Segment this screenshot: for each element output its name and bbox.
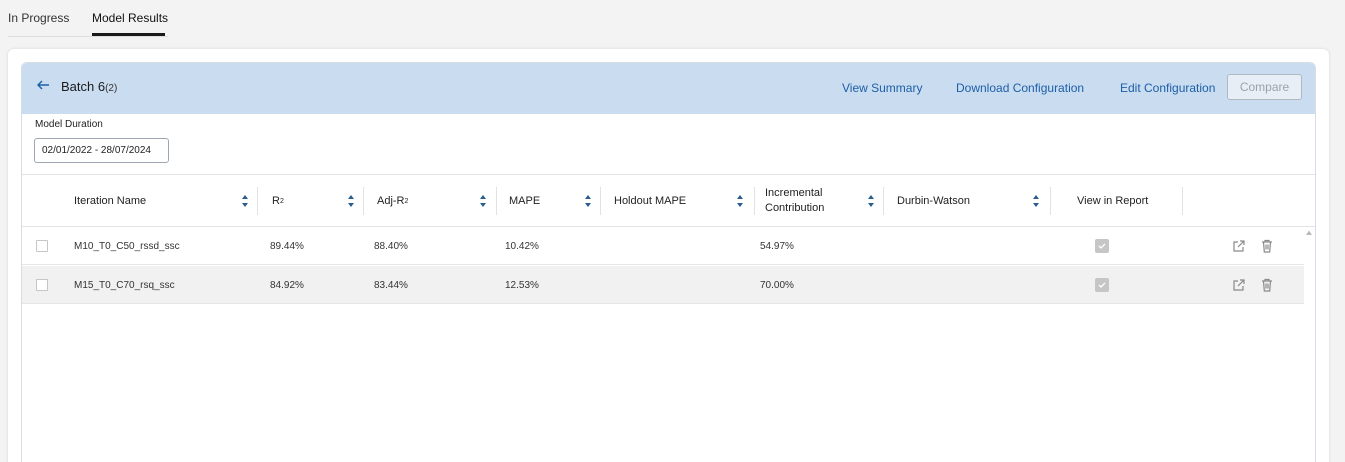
iteration-name-cell: M10_T0_C50_rssd_ssc <box>74 240 180 252</box>
mape-cell: 10.42% <box>505 240 539 252</box>
column-divider <box>883 187 884 215</box>
column-divider <box>600 187 601 215</box>
column-divider <box>754 187 755 215</box>
sort-icon[interactable] <box>584 194 592 208</box>
incremental-cell: 70.00% <box>760 279 794 291</box>
adj-r2-superscript: 2 <box>404 197 409 205</box>
arrow-left-icon[interactable] <box>34 77 52 95</box>
sort-icon[interactable] <box>241 194 249 208</box>
row-checkbox[interactable] <box>36 279 48 291</box>
col-incremental-contribution: Incremental Contribution <box>765 175 824 227</box>
batch-name: Batch 6 <box>61 79 106 94</box>
col-iteration-name: Iteration Name <box>74 195 147 207</box>
column-divider <box>1050 187 1051 215</box>
column-divider <box>257 187 258 215</box>
column-divider <box>496 187 497 215</box>
col-adj-r2: Adj-R 2 <box>377 175 408 227</box>
tab-model-results[interactable]: Model Results <box>92 11 169 25</box>
compare-button[interactable]: Compare <box>1227 74 1302 100</box>
batch-count: (2) <box>105 83 118 94</box>
check-icon <box>1098 282 1106 288</box>
trash-icon[interactable] <box>1259 277 1275 293</box>
column-divider <box>363 187 364 215</box>
trash-icon[interactable] <box>1259 238 1275 254</box>
results-tabs: In Progress Model Results <box>0 0 1345 40</box>
sort-icon[interactable] <box>1032 194 1040 208</box>
check-icon <box>1098 243 1106 249</box>
row-checkbox[interactable] <box>36 240 48 252</box>
r2-cell: 89.44% <box>270 240 304 252</box>
scroll-up-icon[interactable] <box>1305 229 1313 237</box>
incremental-cell: 54.97% <box>760 240 794 252</box>
batch-card: Batch 6(2) View Summary Download Configu… <box>21 62 1316 462</box>
mape-cell: 12.53% <box>505 279 539 291</box>
col-holdout-mape: Holdout MAPE <box>614 195 687 207</box>
r2-label: R <box>272 195 280 207</box>
batch-header: Batch 6(2) View Summary Download Configu… <box>22 63 1315 114</box>
col-view-in-report: View in Report <box>1077 195 1149 207</box>
table-divider <box>22 174 1315 175</box>
open-external-icon[interactable] <box>1231 238 1247 254</box>
open-external-icon[interactable] <box>1231 277 1247 293</box>
batch-title: Batch 6(2) <box>61 79 117 94</box>
col-mape: MAPE <box>509 195 541 207</box>
active-tab-indicator <box>92 33 165 36</box>
model-duration-input[interactable] <box>34 138 169 163</box>
table-row[interactable]: M15_T0_C70_rsq_ssc 84.92% 83.44% 12.53% … <box>22 266 1304 304</box>
iteration-name-cell: M15_T0_C70_rsq_ssc <box>74 279 175 291</box>
incremental-label: Incremental <box>765 187 823 199</box>
col-durbin-watson: Durbin-Watson <box>897 195 970 207</box>
r2-cell: 84.92% <box>270 279 304 291</box>
r2-superscript: 2 <box>279 197 284 205</box>
sort-icon[interactable] <box>479 194 487 208</box>
tab-in-progress[interactable]: In Progress <box>8 11 70 25</box>
contribution-label: Contribution <box>765 202 825 214</box>
sort-icon[interactable] <box>867 194 875 208</box>
adj-r2-cell: 83.44% <box>374 279 408 291</box>
view-summary-link[interactable]: View Summary <box>842 81 923 95</box>
column-divider <box>1182 187 1183 215</box>
sort-icon[interactable] <box>347 194 355 208</box>
download-configuration-link[interactable]: Download Configuration <box>956 81 1085 95</box>
adj-r2-label: Adj-R <box>377 195 405 207</box>
adj-r2-cell: 88.40% <box>374 240 408 252</box>
view-in-report-checkbox[interactable] <box>1095 239 1109 253</box>
tabs-divider <box>8 36 168 37</box>
view-in-report-checkbox[interactable] <box>1095 278 1109 292</box>
edit-configuration-link[interactable]: Edit Configuration <box>1120 81 1216 95</box>
sort-icon[interactable] <box>736 194 744 208</box>
table-row[interactable]: M10_T0_C50_rssd_ssc 89.44% 88.40% 10.42%… <box>22 227 1304 265</box>
model-duration-label: Model Duration <box>35 119 103 130</box>
